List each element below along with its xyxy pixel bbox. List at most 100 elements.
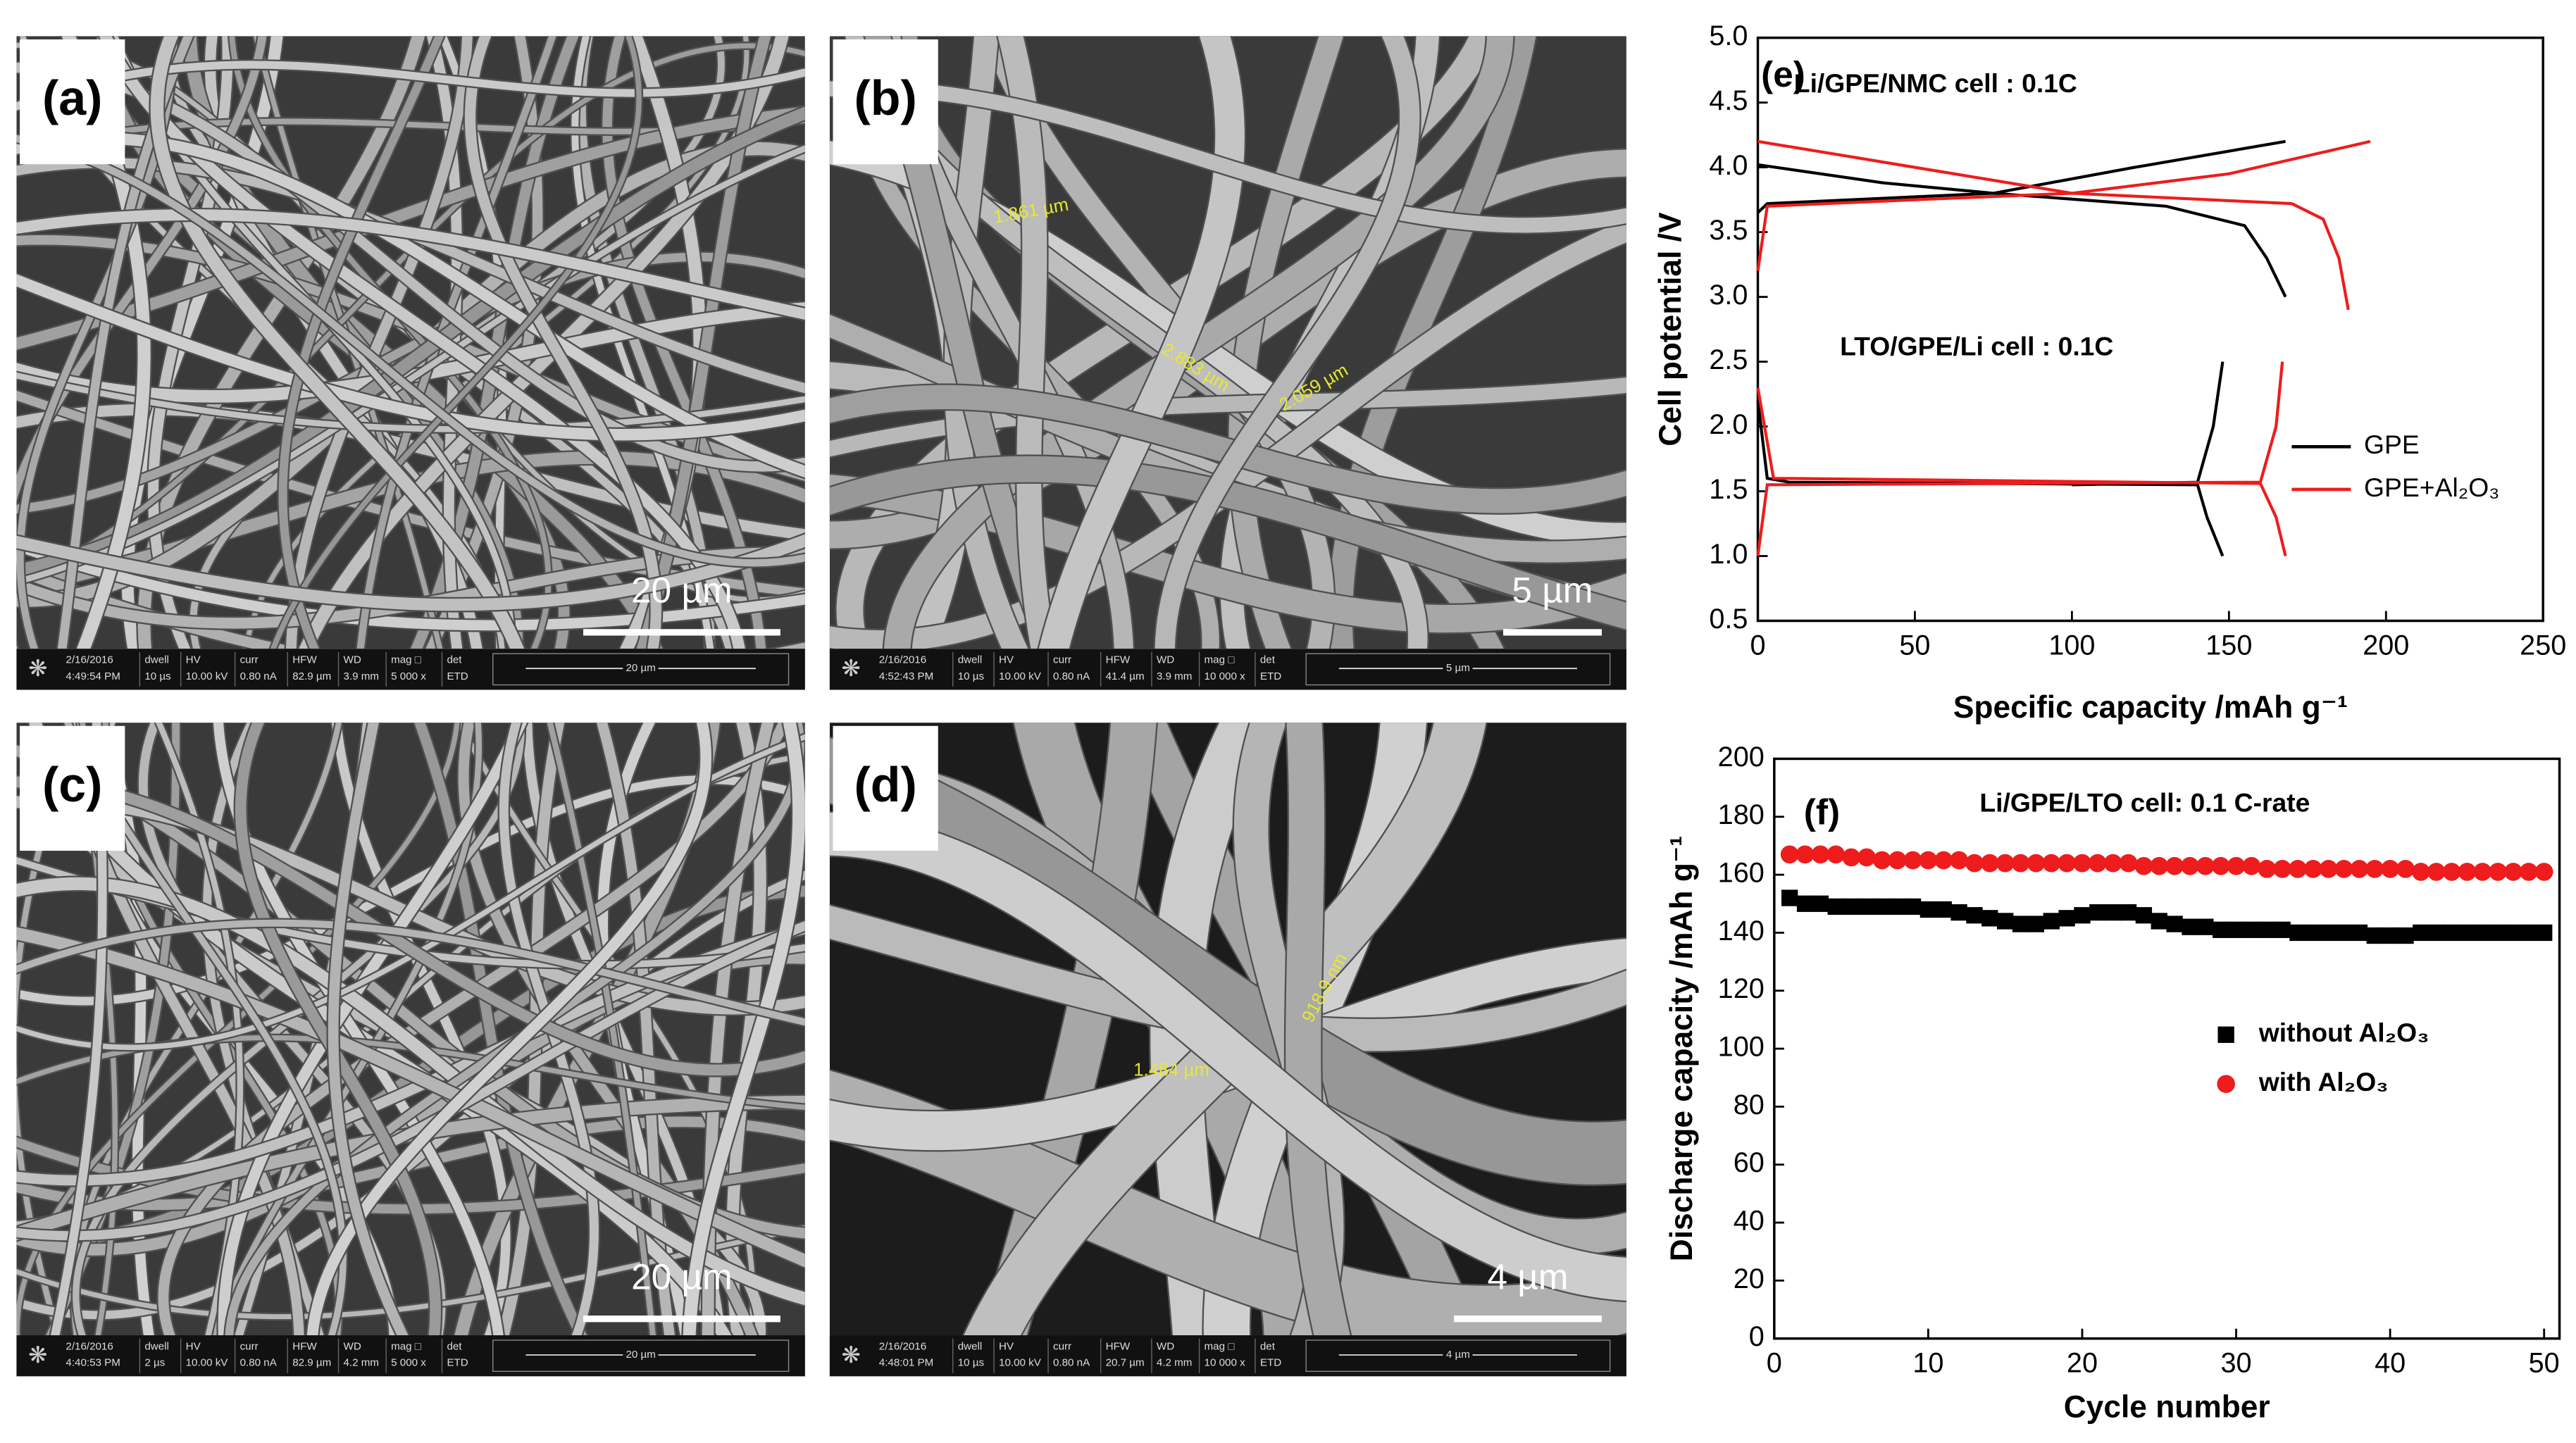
data-point: [1796, 845, 1815, 864]
data-point: [1919, 851, 1938, 870]
data-point: [2474, 924, 2491, 942]
info-value: 5 000 x: [391, 1357, 426, 1369]
panel-label: (a): [42, 70, 103, 125]
x-tick-label: 50: [2529, 1347, 2560, 1378]
data-point: [2397, 927, 2414, 944]
info-header: dwell: [144, 654, 169, 666]
panel-label-box: [20, 725, 125, 851]
x-tick-label: 0: [1767, 1347, 1782, 1378]
panel-label: (f): [1804, 792, 1840, 832]
panel-label: (e): [1761, 54, 1805, 94]
fiber: [278, 36, 444, 649]
data-point: [2520, 924, 2537, 942]
data-point: [2258, 860, 2277, 878]
data-point: [2089, 904, 2106, 921]
data-point: [2227, 921, 2245, 938]
data-point: [1874, 898, 1891, 916]
info-value: 4.2 mm: [344, 1357, 379, 1369]
data-point: [2242, 856, 2261, 875]
x-tick-label: 200: [2363, 630, 2409, 661]
info-header: mag □: [391, 1340, 421, 1352]
x-tick-label: 20: [2067, 1347, 2098, 1378]
y-tick-label: 40: [1734, 1205, 1765, 1236]
fiber: [829, 377, 1626, 457]
legend-label: without Al₂O₃: [2258, 1018, 2429, 1047]
y-tick-label: 4.0: [1709, 150, 1748, 181]
data-point: [2304, 860, 2322, 878]
data-point: [2520, 863, 2538, 881]
fiber: [328, 723, 409, 1336]
fiber: [16, 132, 805, 478]
data-point: [1997, 913, 2014, 930]
info-header: det: [447, 654, 462, 666]
info-value: 10 000 x: [1205, 1357, 1246, 1369]
data-point: [1981, 910, 1998, 927]
info-value: 0.80 nA: [1053, 1357, 1090, 1369]
data-point: [2442, 863, 2461, 881]
y-axis-label: Cell potential /V: [1653, 212, 1688, 446]
fiber: [16, 209, 805, 320]
data-point: [2351, 924, 2368, 942]
fiber: [829, 456, 1626, 630]
data-point: [2182, 918, 2198, 935]
data-point: [2413, 924, 2429, 942]
fiber: [235, 723, 441, 1336]
fiber: [16, 927, 805, 1268]
y-axis-label: Discharge capacity /mAh g⁻¹: [1665, 836, 1699, 1261]
data-point: [1811, 845, 1830, 864]
info-header: HFW: [292, 654, 317, 666]
info-header: mag □: [1205, 654, 1235, 666]
data-point: [2227, 856, 2246, 875]
data-point: [2103, 854, 2122, 873]
sem-image: [829, 723, 1626, 1336]
info-date: 2/16/2016: [879, 654, 926, 666]
info-header: WD: [1157, 1340, 1174, 1352]
data-point: [1872, 851, 1891, 870]
info-header: HV: [999, 654, 1014, 666]
info-scale-box: [1305, 653, 1611, 686]
fiber: [306, 723, 711, 1336]
info-bar: [16, 1335, 805, 1377]
info-header: dwell: [958, 1340, 983, 1352]
data-point: [2289, 924, 2306, 942]
data-point: [2073, 854, 2091, 873]
data-point: [2151, 913, 2167, 930]
data-point: [2273, 860, 2291, 878]
info-header: dwell: [958, 654, 983, 666]
fiber: [1038, 36, 1245, 649]
info-value: 0.80 nA: [240, 1357, 278, 1369]
info-header: det: [1260, 654, 1276, 666]
info-scale-box: [492, 1339, 790, 1373]
y-tick-label: 5.0: [1709, 20, 1748, 51]
fiber: [16, 372, 805, 432]
data-point: [2258, 921, 2275, 938]
legend-swatch: [2217, 1026, 2234, 1043]
panel-label: (b): [854, 70, 916, 125]
data-point: [1889, 898, 1906, 916]
info-scale-box: [492, 653, 790, 686]
fiber: [1155, 36, 1420, 649]
data-point: [1965, 854, 1984, 873]
data-point: [2289, 860, 2307, 878]
y-tick-label: 1.0: [1709, 539, 1748, 570]
info-header: curr: [240, 654, 259, 666]
y-tick-label: 3.5: [1709, 215, 1748, 246]
info-value: 2 µs: [144, 1357, 165, 1369]
annotation: Li/GPE/NMC cell : 0.1C: [1794, 68, 2077, 98]
data-point: [2536, 924, 2553, 942]
info-value: 10 µs: [958, 1357, 985, 1369]
data-point: [2135, 907, 2153, 924]
panel-label: (c): [42, 757, 103, 812]
data-point: [2243, 921, 2260, 938]
data-point: [2120, 904, 2137, 921]
data-point: [2274, 921, 2291, 938]
data-point: [2366, 927, 2383, 944]
info-header: WD: [344, 1340, 361, 1352]
info-date: 2/16/2016: [879, 1340, 926, 1352]
data-point: [1950, 904, 1967, 921]
scale-bar-label: 5 µm: [1512, 570, 1593, 610]
sem-image: [16, 36, 805, 649]
data-point: [2382, 927, 2398, 944]
legend-label: with Al₂O₃: [2258, 1067, 2389, 1097]
